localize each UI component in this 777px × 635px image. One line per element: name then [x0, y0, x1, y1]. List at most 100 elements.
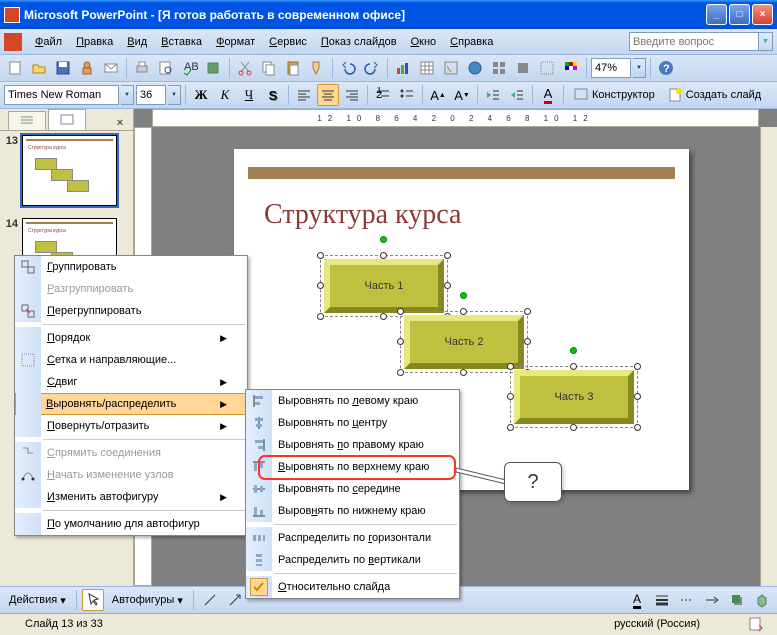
help-input[interactable]: [629, 32, 759, 51]
statusbar: Слайд 13 из 33 русский (Россия): [0, 613, 777, 634]
align-right-button[interactable]: [341, 84, 363, 106]
menu-item-dist-v[interactable]: Распределить по вертикали: [246, 549, 459, 571]
table-icon[interactable]: [416, 57, 438, 79]
size-combo[interactable]: 36: [136, 85, 166, 105]
menu-item-По умолчан[interactable]: По умолчанию для автофигур: [15, 513, 247, 535]
align-center-button[interactable]: [317, 84, 339, 106]
menu-правка[interactable]: Правка: [69, 33, 120, 51]
close-button[interactable]: ×: [752, 4, 773, 25]
menu-вид[interactable]: Вид: [120, 33, 154, 51]
email-icon[interactable]: [100, 57, 122, 79]
slide-shape[interactable]: Часть 2: [404, 315, 524, 369]
cut-icon[interactable]: [234, 57, 256, 79]
menu-item-Порядок[interactable]: Порядок ▶: [15, 327, 247, 349]
increase-indent-button[interactable]: [506, 84, 528, 106]
menu-item-check[interactable]: Относительно слайда: [246, 576, 459, 598]
copy-icon[interactable]: [258, 57, 280, 79]
menu-формат[interactable]: Формат: [209, 33, 262, 51]
format-painter-icon[interactable]: [306, 57, 328, 79]
bullets-button[interactable]: [396, 84, 418, 106]
standard-toolbar: ABC 47% ▼ ?: [0, 55, 777, 82]
numbering-button[interactable]: 12: [372, 84, 394, 106]
slide-title: Структура курса: [264, 199, 461, 231]
decrease-indent-button[interactable]: [482, 84, 504, 106]
permissions-icon[interactable]: [76, 57, 98, 79]
menu-item-Изменить а[interactable]: Изменить автофигуру ▶: [15, 486, 247, 508]
close-panel[interactable]: ×: [113, 116, 127, 130]
menu-справка[interactable]: Справка: [443, 33, 500, 51]
menu-item-group[interactable]: Группировать: [15, 256, 247, 278]
ruler-horizontal: 12 10 8 6 4 2 0 2 4 6 8 10 12: [152, 109, 759, 127]
open-icon[interactable]: [28, 57, 50, 79]
window-title: Microsoft PowerPoint - [Я готов работать…: [24, 8, 706, 22]
menu-item-dist-h[interactable]: Распределить по горизонтали: [246, 527, 459, 549]
increase-font-button[interactable]: A▲: [427, 84, 449, 106]
zoom-combo[interactable]: 47%: [591, 58, 631, 78]
show-grid-icon[interactable]: [536, 57, 558, 79]
new-icon[interactable]: [4, 57, 26, 79]
font-dropdown[interactable]: ▼: [121, 85, 134, 105]
outline-tab[interactable]: [8, 111, 46, 130]
bold-button[interactable]: Ж: [190, 84, 212, 106]
menu-показ слайдов[interactable]: Показ слайдов: [314, 33, 404, 51]
thumb-number: 13: [4, 135, 22, 206]
menu-item-align-center[interactable]: Выровнять по центру: [246, 412, 459, 434]
maximize-button[interactable]: □: [729, 4, 750, 25]
slide-shape[interactable]: Часть 1: [324, 259, 444, 313]
menu-item-align-bottom[interactable]: Выровнять по нижнему краю: [246, 500, 459, 522]
color-icon[interactable]: [560, 57, 582, 79]
help-dropdown[interactable]: ▼: [759, 32, 773, 51]
slide-shape[interactable]: Часть 3: [514, 370, 634, 424]
language-indicator: русский (Россия): [599, 618, 715, 630]
format-toolbar: Times New Roman ▼ 36 ▼ Ж К Ч S 12 A▲ A▼ …: [0, 82, 777, 109]
menu-item-grid[interactable]: Сетка и направляющие...: [15, 349, 247, 371]
spelling-status-icon[interactable]: [745, 613, 767, 635]
decrease-font-button[interactable]: A▼: [451, 84, 473, 106]
menu-item-align-top[interactable]: Выровнять по верхнему краю: [246, 456, 459, 478]
redo-icon[interactable]: [361, 57, 383, 79]
menu-item-Сдвиг[interactable]: Сдвиг ▶: [15, 371, 247, 393]
menu-сервис[interactable]: Сервис: [262, 33, 314, 51]
minimize-button[interactable]: _: [706, 4, 727, 25]
italic-button[interactable]: К: [214, 84, 236, 106]
save-icon[interactable]: [52, 57, 74, 79]
preview-icon[interactable]: [155, 57, 177, 79]
tables-borders-icon[interactable]: [440, 57, 462, 79]
new-slide-button[interactable]: Создать слайд: [662, 84, 766, 106]
titlebar: Microsoft PowerPoint - [Я готов работать…: [0, 0, 777, 29]
menu-item-Повернуть/[interactable]: Повернуть/отразить ▶: [15, 415, 247, 437]
print-icon[interactable]: [131, 57, 153, 79]
menu-вставка[interactable]: Вставка: [154, 33, 209, 51]
menu-окно[interactable]: Окно: [404, 33, 444, 51]
expand-icon[interactable]: [488, 57, 510, 79]
hyperlink-icon[interactable]: [464, 57, 486, 79]
chart-icon[interactable]: [392, 57, 414, 79]
menu-item-Выровнять/[interactable]: Выровнять/распределить ▶: [15, 393, 247, 415]
menu-item-reroute: Спрямить соединения: [15, 442, 247, 464]
doc-icon: [4, 33, 22, 51]
help-icon[interactable]: ?: [655, 57, 677, 79]
menu-файл[interactable]: Файл: [28, 33, 69, 51]
show-formatting-icon[interactable]: [512, 57, 534, 79]
menu-item-align-right[interactable]: Выровнять по правому краю: [246, 434, 459, 456]
zoom-dropdown[interactable]: ▼: [633, 58, 646, 78]
spellcheck-icon[interactable]: ABC: [179, 57, 201, 79]
paste-icon[interactable]: [282, 57, 304, 79]
scrollbar-vertical[interactable]: [760, 127, 777, 586]
font-color-button[interactable]: A: [537, 84, 559, 106]
slide-thumb[interactable]: Структура курса: [22, 135, 117, 206]
svg-text:ABC: ABC: [184, 61, 198, 73]
menu-item-align-left[interactable]: Выровнять по левому краю: [246, 390, 459, 412]
undo-icon[interactable]: [337, 57, 359, 79]
size-dropdown[interactable]: ▼: [168, 85, 181, 105]
shadow-button[interactable]: S: [262, 84, 284, 106]
menu-item-align-middle[interactable]: Выровнять по середине: [246, 478, 459, 500]
align-left-button[interactable]: [293, 84, 315, 106]
research-icon[interactable]: [203, 57, 225, 79]
svg-text:?: ?: [663, 63, 670, 75]
font-combo[interactable]: Times New Roman: [4, 85, 119, 105]
underline-button[interactable]: Ч: [238, 84, 260, 106]
designer-button[interactable]: Конструктор: [568, 84, 660, 106]
slides-tab[interactable]: [48, 109, 86, 130]
menu-item-regroup[interactable]: Перегруппировать: [15, 300, 247, 322]
